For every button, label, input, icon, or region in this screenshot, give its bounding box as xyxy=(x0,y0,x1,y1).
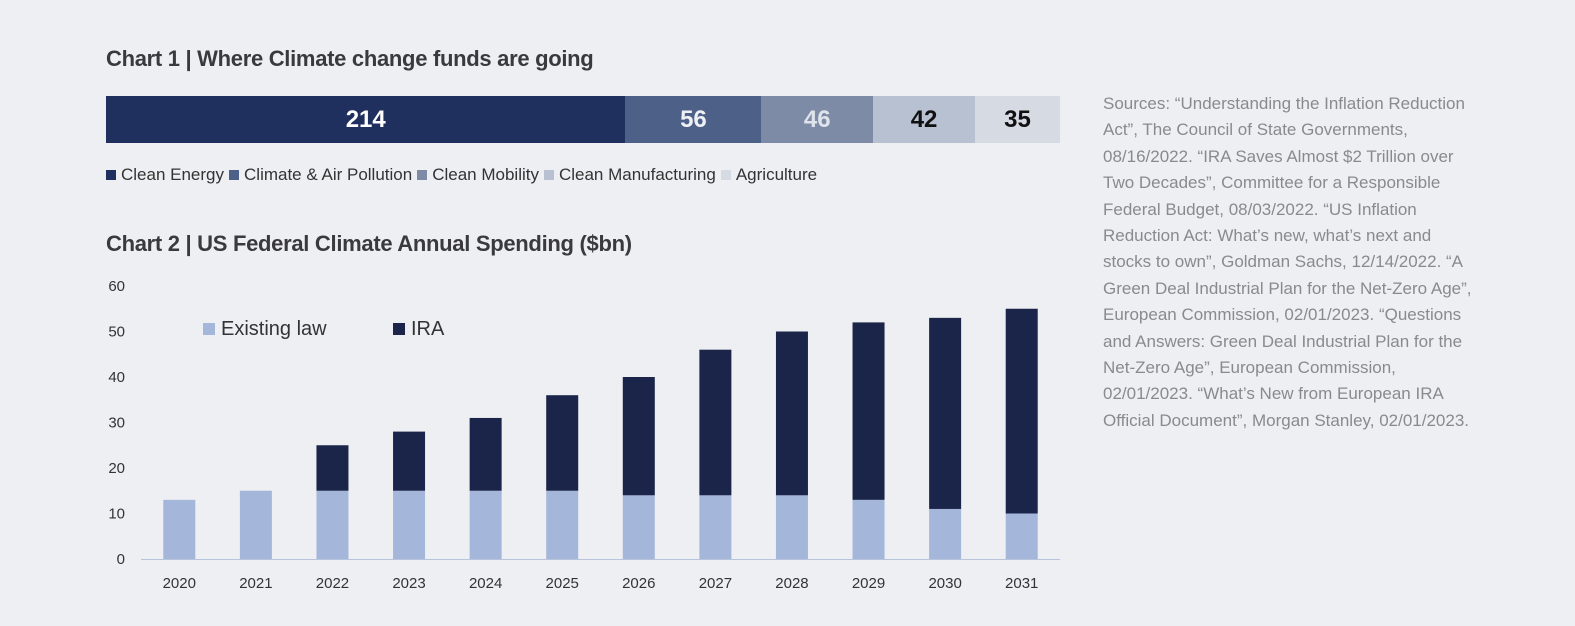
sources-text: Sources: “Understanding the Inflation Re… xyxy=(1103,94,1472,430)
chart2-legend-label: Existing law xyxy=(221,318,327,340)
x-tick-label: 2029 xyxy=(852,575,885,592)
bar-existing-law xyxy=(163,499,196,559)
bar-existing-law xyxy=(546,490,579,559)
chart1-segment: 46 xyxy=(761,96,874,143)
chart1-legend-item: Clean Manufacturing xyxy=(543,165,716,185)
chart1-legend-label: Clean Mobility xyxy=(432,165,539,184)
legend-swatch xyxy=(203,323,215,335)
chart1-stacked-bar: 214 56 46 42 35 xyxy=(106,96,1060,143)
bar-existing-law xyxy=(393,490,426,559)
y-tick-label: 0 xyxy=(117,551,125,568)
x-tick-label: 2022 xyxy=(316,575,349,592)
bar-existing-law xyxy=(929,508,962,559)
y-tick-label: 60 xyxy=(108,278,125,295)
bar-ira xyxy=(775,331,808,496)
legend-swatch xyxy=(720,170,731,180)
chart1-segment: 214 xyxy=(106,96,626,143)
chart1-segment-value: 46 xyxy=(803,105,831,133)
legend-swatch xyxy=(229,170,240,180)
bar-ira xyxy=(699,349,732,496)
x-tick-label: 2025 xyxy=(546,575,579,592)
bar-ira xyxy=(469,417,502,491)
chart1-legend-item: Clean Energy xyxy=(106,165,224,185)
chart2-legend-label: IRA xyxy=(411,318,445,340)
chart1-legend-item: Clean Mobility xyxy=(417,165,539,185)
bar-existing-law xyxy=(1005,513,1038,559)
bar-existing-law xyxy=(316,490,349,559)
x-tick-label: 2027 xyxy=(699,575,732,592)
y-tick-label: 10 xyxy=(108,506,125,523)
bar-ira xyxy=(929,317,962,509)
bar-ira xyxy=(852,322,885,500)
chart1-segment-value: 35 xyxy=(1004,105,1031,133)
x-tick-label: 2026 xyxy=(622,575,655,592)
chart1-legend-label: Clean Manufacturing xyxy=(558,165,716,184)
chart1-title: Chart 1 | Where Climate change funds are… xyxy=(106,46,594,71)
y-tick-label: 40 xyxy=(108,369,125,386)
chart1-segment: 35 xyxy=(975,96,1060,143)
chart1-legend-label: Climate & Air Pollution xyxy=(244,165,413,184)
chart1-segment-value: 214 xyxy=(345,105,386,133)
chart1-segment-value: 42 xyxy=(910,105,938,133)
x-tick-label: 2020 xyxy=(163,575,196,592)
y-tick-label: 20 xyxy=(108,460,125,477)
bar-existing-law xyxy=(622,495,655,559)
chart1-legend-item: Climate & Air Pollution xyxy=(229,165,412,185)
x-tick-label: 2024 xyxy=(469,575,502,592)
bar-existing-law xyxy=(852,499,885,559)
chart1-segment: 42 xyxy=(873,96,976,143)
chart2-title: Chart 2 | US Federal Climate Annual Spen… xyxy=(106,231,632,256)
legend-swatch xyxy=(543,170,554,180)
legend-swatch xyxy=(417,170,428,180)
chart1-legend-label: Clean Energy xyxy=(121,165,225,184)
bar-existing-law xyxy=(239,490,272,559)
x-tick-label: 2030 xyxy=(928,575,961,592)
chart1-segment-value: 56 xyxy=(680,105,707,133)
x-tick-label: 2031 xyxy=(1005,575,1038,592)
y-tick-label: 50 xyxy=(108,324,125,341)
chart1-legend: Clean Energy Climate & Air Pollution Clean… xyxy=(106,164,822,186)
legend-swatch xyxy=(106,170,116,180)
bar-ira xyxy=(1005,308,1038,514)
bar-ira xyxy=(316,445,349,491)
y-tick-label: 30 xyxy=(108,415,125,432)
bar-existing-law xyxy=(775,495,808,559)
bar-ira xyxy=(393,431,426,491)
chart1-segment: 56 xyxy=(625,96,762,143)
bar-existing-law xyxy=(469,490,502,559)
bar-ira xyxy=(622,377,655,496)
x-tick-label: 2028 xyxy=(775,575,808,592)
x-tick-label: 2021 xyxy=(239,575,272,592)
chart1-legend-item: Agriculture xyxy=(720,165,818,185)
chart1-legend-label: Agriculture xyxy=(735,165,818,184)
x-tick-label: 2023 xyxy=(392,575,425,592)
bar-ira xyxy=(546,395,579,491)
bar-existing-law xyxy=(699,495,732,559)
legend-swatch xyxy=(393,323,405,335)
